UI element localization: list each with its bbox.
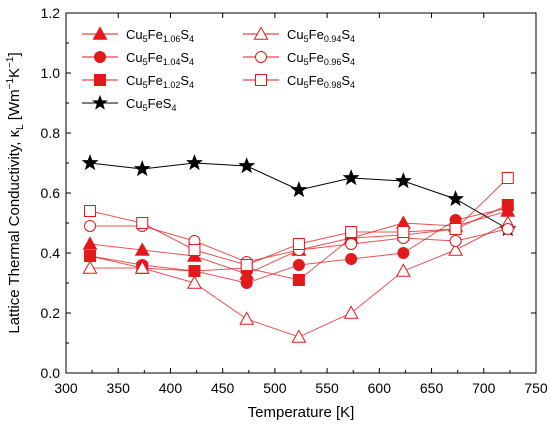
y-tick-label: 0.8 <box>41 125 61 141</box>
data-point-Cu5Fe0.94S4-573 <box>343 305 359 319</box>
data-point-Cu5Fe1.02S4-523 <box>292 274 305 286</box>
legend-item-Cu5FeS4: Cu5FeS4 <box>82 94 177 113</box>
data-point-Cu5Fe0.94S4-473 <box>239 311 255 325</box>
data-point-Cu5Fe0.94S4-673 <box>448 242 464 256</box>
legend-item-Cu5Fe1.06S4: Cu5Fe1.06S4 <box>82 26 194 44</box>
x-tick-label: 600 <box>368 380 392 396</box>
series-Cu5FeS4 <box>81 154 517 237</box>
data-point-Cu5Fe0.98S4-473 <box>240 259 253 271</box>
legend-marker <box>255 51 267 63</box>
legend-label: Cu5Fe0.96S4 <box>287 50 355 67</box>
y-tick-label: 0.4 <box>41 245 61 261</box>
x-tick-label: 500 <box>263 380 287 396</box>
legend: Cu5Fe1.06S4 Cu5Fe1.04S4 Cu5Fe1.02S4 Cu5FeS4… <box>82 26 355 113</box>
data-point-Cu5Fe0.98S4-573 <box>345 226 358 238</box>
legend-label: Cu5Fe0.98S4 <box>287 73 355 90</box>
data-point-Cu5Fe0.94S4-623 <box>395 263 411 277</box>
data-point-Cu5FeS4-573 <box>342 169 360 186</box>
data-point-Cu5Fe0.96S4-573 <box>345 238 358 250</box>
y-axis-label-main: Lattice Thermal Conductivity, κ <box>6 129 23 333</box>
data-point-Cu5Fe0.96S4-673 <box>449 235 462 247</box>
data-point-Cu5Fe0.98S4-323 <box>84 205 97 217</box>
data-point-Cu5Fe1.02S4-723 <box>501 199 514 211</box>
y-axis-label: Lattice Thermal Conductivity, κL [Wm−1K−… <box>5 52 26 333</box>
data-point-Cu5FeS4-523 <box>290 181 308 198</box>
x-tick-label: 450 <box>211 380 235 396</box>
data-point-Cu5FeS4-423 <box>186 154 203 171</box>
data-point-Cu5Fe0.98S4-373 <box>136 217 149 229</box>
legend-label: Cu5Fe1.02S4 <box>126 73 194 90</box>
x-tick-label: 400 <box>159 380 183 396</box>
y-tick-label: 1.0 <box>41 65 61 81</box>
y-axis-label-exp-1: −1 <box>5 78 16 90</box>
y-axis-label-exp-2: −1 <box>5 56 16 68</box>
y-tick-label: 0.0 <box>41 365 61 381</box>
legend-marker <box>253 26 269 40</box>
data-point-Cu5Fe0.96S4-323 <box>84 220 97 232</box>
data-point-Cu5Fe0.98S4-623 <box>397 226 410 238</box>
axes: 300 350 400 450 500 550 600 650 700 750 0.0 0.2 0.4 0… <box>41 5 548 396</box>
y-tick-label: 0.6 <box>41 185 61 201</box>
legend-marker <box>92 94 108 110</box>
data-point-Cu5FeS4-623 <box>394 172 412 189</box>
data-point-Cu5Fe1.02S4-423 <box>188 265 201 277</box>
data-point-Cu5FeS4-473 <box>238 157 256 174</box>
legend-marker <box>94 74 106 86</box>
data-point-Cu5Fe1.02S4-323 <box>84 250 97 262</box>
x-tick-label: 650 <box>420 380 444 396</box>
legend-label: Cu5Fe0.94S4 <box>287 27 355 44</box>
data-point-Cu5Fe0.94S4-423 <box>187 275 202 289</box>
y-tick-label: 0.2 <box>41 305 61 321</box>
y-axis-label-unit-pre: [Wm <box>6 89 23 124</box>
data-point-Cu5Fe0.98S4-423 <box>188 244 201 256</box>
legend-label: Cu5Fe1.06S4 <box>126 27 194 44</box>
data-point-Cu5Fe1.06S4-323 <box>82 236 98 250</box>
legend-marker <box>94 51 106 63</box>
y-axis-label-sub: L <box>15 124 26 130</box>
data-point-Cu5Fe0.94S4-323 <box>82 260 98 274</box>
x-axis-label: Temperature [K] <box>248 404 355 421</box>
legend-item-Cu5Fe1.02S4: Cu5Fe1.02S4 <box>82 73 194 90</box>
x-tick-label: 300 <box>54 380 78 396</box>
legend-label: Cu5FeS4 <box>126 96 177 113</box>
legend-marker <box>92 26 108 40</box>
data-point-Cu5Fe1.04S4-523 <box>292 259 305 271</box>
legend-item-Cu5Fe0.96S4: Cu5Fe0.96S4 <box>243 50 355 67</box>
legend-item-Cu5Fe1.04S4: Cu5Fe1.04S4 <box>82 50 194 67</box>
data-point-Cu5FeS4-673 <box>447 190 465 207</box>
legend-item-Cu5Fe0.98S4: Cu5Fe0.98S4 <box>243 73 355 90</box>
data-point-Cu5Fe0.94S4-523 <box>291 329 307 343</box>
y-axis-label-unit-mid: K <box>6 68 23 78</box>
x-tick-label: 550 <box>315 380 339 396</box>
data-point-Cu5Fe0.96S4-723 <box>501 223 514 235</box>
data-point-Cu5Fe0.98S4-723 <box>501 172 514 184</box>
x-tick-label: 750 <box>524 380 548 396</box>
x-tick-label: 700 <box>472 380 496 396</box>
data-point-Cu5Fe0.94S4-373 <box>134 260 150 274</box>
series-line-Cu5FeS4 <box>89 162 509 230</box>
data-point-Cu5Fe0.98S4-523 <box>292 238 305 250</box>
series-layer <box>81 154 517 343</box>
data-point-Cu5Fe1.04S4-473 <box>240 277 253 289</box>
legend-item-Cu5Fe0.94S4: Cu5Fe0.94S4 <box>243 26 355 44</box>
legend-marker <box>255 74 267 86</box>
series-Cu5Fe0.98S4 <box>84 172 514 271</box>
data-point-Cu5Fe1.04S4-573 <box>345 253 358 265</box>
data-point-Cu5Fe0.98S4-673 <box>449 223 462 235</box>
data-point-Cu5Fe1.06S4-373 <box>134 242 150 256</box>
x-tick-label: 350 <box>107 380 131 396</box>
y-tick-label: 1.2 <box>41 5 61 21</box>
y-axis-label-unit-end: ] <box>6 52 23 56</box>
data-point-Cu5FeS4-373 <box>133 160 151 177</box>
data-point-Cu5Fe1.04S4-623 <box>397 247 410 259</box>
data-point-Cu5FeS4-323 <box>81 154 99 171</box>
legend-label: Cu5Fe1.04S4 <box>126 50 194 67</box>
